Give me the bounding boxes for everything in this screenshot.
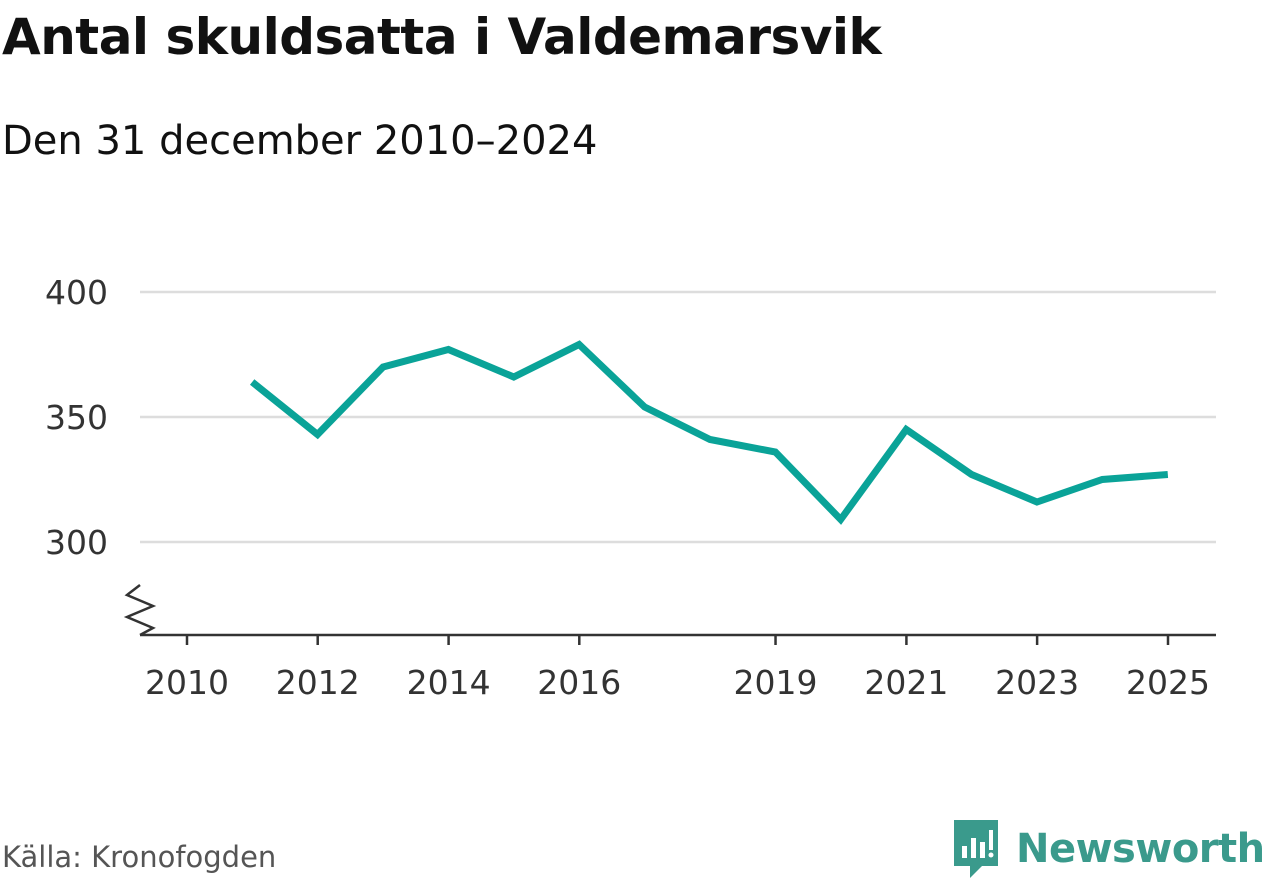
newsworthy-logo: Newsworthy <box>950 818 1262 880</box>
x-tick-label: 2025 <box>1126 663 1210 702</box>
series-group <box>252 344 1168 519</box>
y-tick-label: 300 <box>45 523 108 562</box>
x-axis-labels: 2010 2012 2014 2016 2019 2021 2023 2025 <box>145 663 1210 702</box>
newsworthy-logo-icon <box>950 818 1002 880</box>
axis-break-mark <box>127 585 153 635</box>
series-line <box>252 345 1168 520</box>
x-axis <box>127 585 1216 645</box>
source-note: Källa: Kronofogden <box>2 840 276 874</box>
x-tick-label: 2010 <box>145 663 229 702</box>
x-tick-label: 2023 <box>995 663 1079 702</box>
x-tick-label: 2021 <box>864 663 948 702</box>
gridlines <box>140 292 1216 542</box>
x-tick-label: 2016 <box>537 663 621 702</box>
x-tick-label: 2012 <box>276 663 360 702</box>
y-axis-labels: 300 350 400 <box>45 273 108 562</box>
brand-name: Newsworthy <box>1016 826 1262 872</box>
y-tick-label: 350 <box>45 398 108 437</box>
y-tick-label: 400 <box>45 273 108 312</box>
x-tick-label: 2019 <box>734 663 818 702</box>
x-tick-label: 2014 <box>407 663 491 702</box>
